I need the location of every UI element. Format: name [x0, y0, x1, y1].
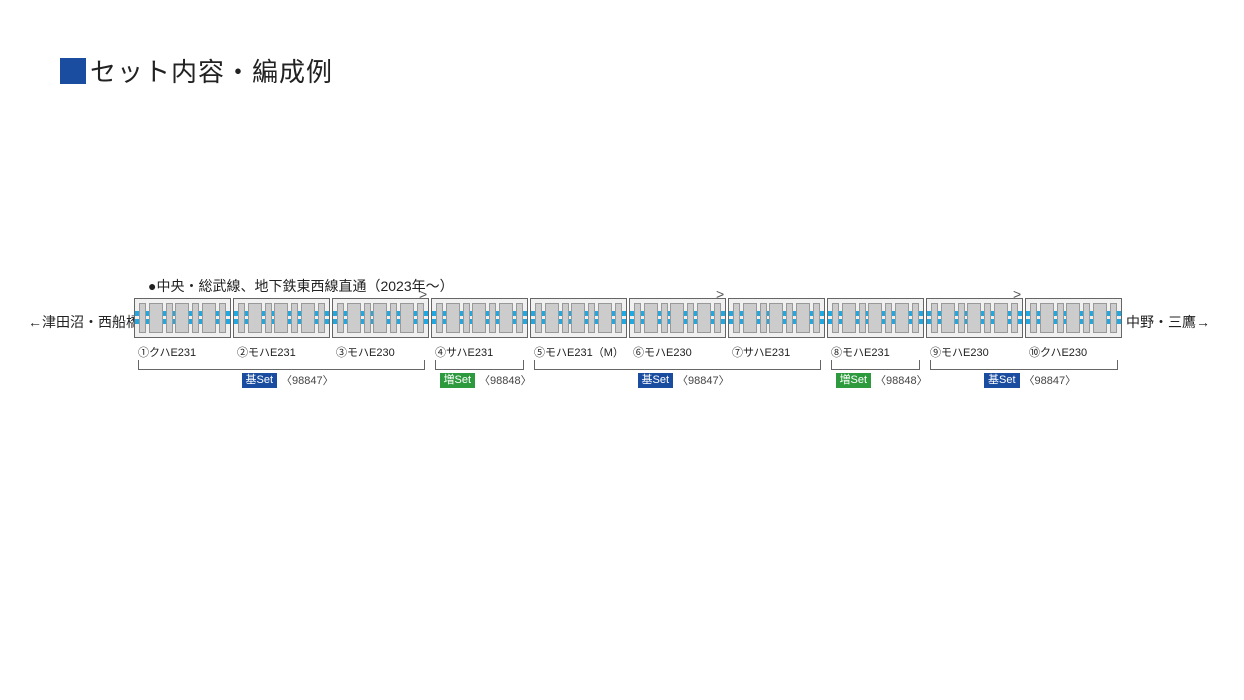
title-bullet [60, 58, 86, 84]
set-bracket [930, 360, 1118, 370]
set-product-code: 〈98847〉 [1024, 372, 1077, 388]
addon-set-tag: 増Set [836, 373, 872, 388]
right-destination: 中野・三鷹→ [1126, 312, 1210, 332]
title-text: セット内容・編成例 [90, 52, 333, 89]
train-car [728, 298, 825, 338]
car-labels-row: ①クハE231②モハE231③モハE230④サハE231⑤モハE231（M）⑥モ… [134, 344, 1122, 360]
car-label: ⑦サハE231 [728, 344, 825, 360]
pantograph-icon: > [1013, 286, 1021, 302]
set-bracket [435, 360, 524, 370]
car-label: ③モハE230 [332, 344, 429, 360]
basic-set-tag: 基Set [984, 373, 1020, 388]
train-car [431, 298, 528, 338]
train-car [827, 298, 924, 338]
car-label: ⑨モハE230 [926, 344, 1023, 360]
set-badge: 基Set〈98847〉 [242, 372, 334, 388]
set-badge: 基Set 〈98847〉 [984, 372, 1076, 388]
car-label: ⑥モハE230 [629, 344, 726, 360]
set-product-code: 〈98847〉 [677, 372, 730, 388]
train-car [530, 298, 627, 338]
train-car [629, 298, 726, 338]
train-car [1025, 298, 1122, 338]
train-car [926, 298, 1023, 338]
train-car [134, 298, 231, 338]
set-badge: 増Set〈98848〉 [836, 372, 928, 388]
section-title: セット内容・編成例 [60, 52, 333, 89]
left-destination: ←津田沼・西船橋 [28, 312, 140, 332]
car-label: ①クハE231 [134, 344, 231, 360]
set-badge: 増Set〈98848〉 [440, 372, 532, 388]
car-label: ②モハE231 [233, 344, 330, 360]
set-product-code: 〈98848〉 [479, 372, 532, 388]
set-bracket [534, 360, 821, 370]
car-label: ⑩クハE230 [1025, 344, 1122, 360]
basic-set-tag: 基Set [638, 373, 674, 388]
train-car [332, 298, 429, 338]
set-badge: 基Set〈98847〉 [638, 372, 730, 388]
train-cars-row [134, 298, 1122, 338]
set-bracket [138, 360, 425, 370]
set-brackets-row: 基Set〈98847〉増Set〈98848〉基Set〈98847〉増Set〈98… [134, 360, 1124, 400]
car-label: ④サハE231 [431, 344, 528, 360]
set-bracket [831, 360, 920, 370]
route-label: ●中央・総武線、地下鉄東西線直通（2023年～） [148, 276, 454, 296]
train-car [233, 298, 330, 338]
set-product-code: 〈98847〉 [281, 372, 334, 388]
pantograph-icon: > [716, 286, 724, 302]
car-label: ⑧モハE231 [827, 344, 924, 360]
pantograph-icon: > [419, 286, 427, 302]
set-product-code: 〈98848〉 [875, 372, 928, 388]
addon-set-tag: 増Set [440, 373, 476, 388]
car-label: ⑤モハE231（M） [530, 344, 627, 360]
basic-set-tag: 基Set [242, 373, 278, 388]
